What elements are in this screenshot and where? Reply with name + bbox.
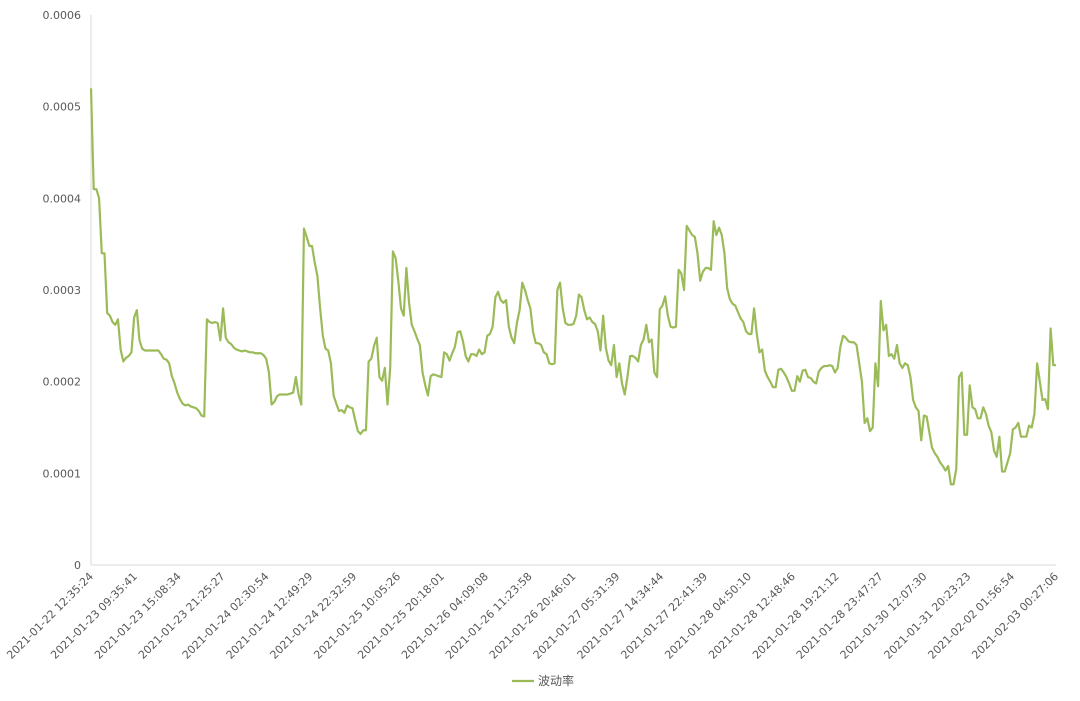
y-tick-label: 0.0002	[43, 376, 82, 389]
x-tick-label: 2021-01-27 14:34:44	[575, 570, 667, 662]
x-tick-label: 2021-01-25 20:18:01	[355, 570, 447, 662]
series-line	[89, 88, 1056, 486]
x-tick-label: 2021-01-25 10:05:26	[311, 570, 403, 662]
y-tick-label: 0	[74, 559, 81, 572]
x-tick-label: 2021-02-03 00:27:06	[969, 570, 1061, 662]
y-tick-label: 0.0006	[43, 9, 82, 22]
x-tick-label: 2021-01-26 11:23:58	[443, 570, 535, 662]
x-tick-label: 2021-01-28 23:47:27	[794, 570, 886, 662]
x-tick-label: 2021-01-24 22:32:59	[268, 570, 360, 662]
x-tick-label: 2021-01-24 02:30:54	[180, 570, 272, 662]
y-tick-label: 0.0003	[43, 284, 82, 297]
x-tick-label: 2021-01-28 04:50:10	[662, 570, 754, 662]
x-tick-label: 2021-01-28 19:21:12	[750, 570, 842, 662]
y-tick-label: 0.0005	[43, 101, 82, 114]
x-tick-label: 2021-01-26 20:46:01	[487, 570, 579, 662]
x-tick-label: 2021-01-23 15:08:34	[92, 570, 184, 662]
x-tick-label: 2021-01-31 20:23:23	[882, 570, 974, 662]
x-tick-label: 2021-02-02 01:56:54	[925, 570, 1017, 662]
y-tick-label: 0.0004	[43, 192, 82, 205]
x-tick-label: 2021-01-26 04:09:08	[399, 570, 491, 662]
x-tick-label: 2021-01-24 12:49:29	[224, 570, 316, 662]
y-tick-label: 0.0001	[43, 467, 82, 480]
x-tick-label: 2021-01-23 21:25:27	[136, 570, 228, 662]
x-tick-label: 2021-01-22 12:35:24	[4, 570, 96, 662]
x-tick-label: 2021-01-23 09:35:41	[48, 570, 140, 662]
x-tick-label: 2021-01-30 12:07:30	[838, 570, 930, 662]
x-tick-label: 2021-01-27 05:31:39	[531, 570, 623, 662]
x-tick-label: 2021-01-27 22:41:39	[618, 570, 710, 662]
legend: 波动率	[512, 673, 574, 688]
legend-label: 波动率	[538, 673, 574, 688]
y-axis-tick-labels: 0 0.0001 0.0002 0.0003 0.0004 0.0005 0.0006	[43, 9, 82, 572]
series-layer	[89, 88, 1056, 486]
x-tick-label: 2021-01-28 12:48:46	[706, 570, 798, 662]
